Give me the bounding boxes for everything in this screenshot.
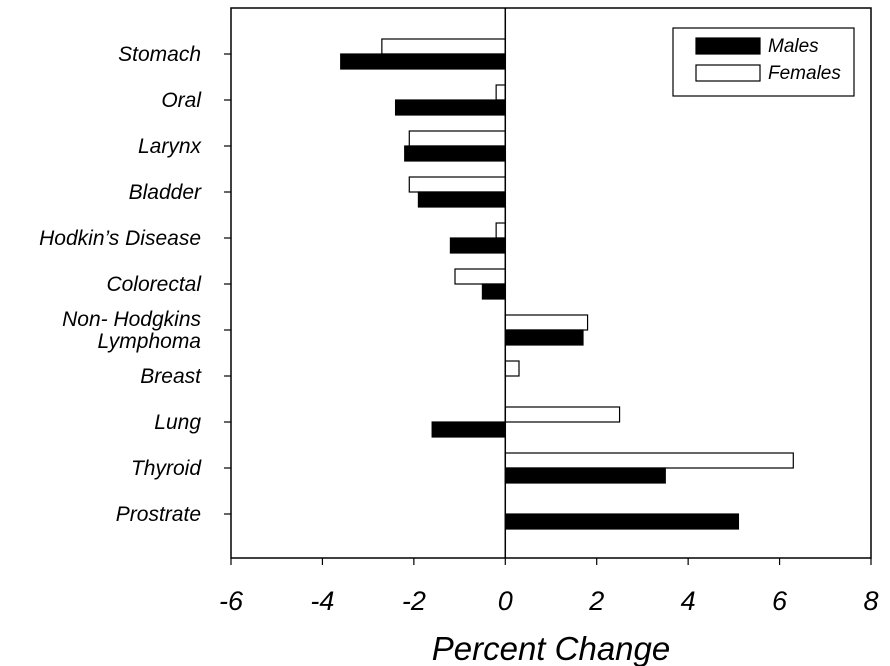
bar-males-4 (449, 237, 506, 254)
legend-items: Males Females (695, 36, 841, 84)
x-axis-title: Percent Change (432, 630, 671, 666)
x-tick-label-4: 2 (588, 586, 604, 616)
category-label-0: Stomach (118, 43, 201, 66)
bar-females-4 (495, 222, 506, 239)
bar-males-8 (431, 421, 506, 438)
bar-males-5 (481, 283, 506, 300)
bar-males-3 (417, 191, 506, 208)
x-tick-label-0: -6 (219, 586, 244, 616)
bar-females-6 (504, 314, 589, 331)
plot-frame (230, 7, 872, 559)
category-label-10: Prostrate (116, 503, 201, 526)
bar-males-9 (504, 467, 666, 484)
legend-swatch-males (695, 37, 761, 55)
legend-label-males: Males (768, 36, 819, 57)
category-label-6-line-1: Lymphoma (97, 330, 201, 353)
bar-males-6 (504, 329, 584, 346)
bar-females-1 (495, 84, 506, 101)
x-tick-labels: -6 -4 -2 0 2 4 6 8 (219, 586, 879, 616)
x-tick-label-5: 4 (681, 586, 696, 616)
category-label-8: Lung (154, 411, 201, 434)
bar-females-2 (408, 130, 506, 147)
legend-swatch-females (695, 64, 761, 82)
bar-males-2 (404, 145, 506, 162)
category-label-5: Colorectal (106, 273, 202, 296)
legend-label-females: Females (768, 63, 841, 84)
bar-females-3 (408, 176, 506, 193)
bar-males-0 (340, 53, 506, 70)
category-label-4: Hodkin’s Disease (39, 227, 201, 250)
category-label-9: Thyroid (131, 457, 202, 480)
category-label-1: Oral (161, 89, 202, 112)
x-tick-label-2: -2 (402, 586, 426, 616)
bar-females-7 (504, 360, 520, 377)
bar-females-8 (504, 406, 621, 423)
category-label-3: Bladder (129, 181, 202, 204)
x-tick-label-3: 0 (498, 586, 513, 616)
x-tick-label-1: -4 (310, 586, 334, 616)
bar-females-0 (381, 38, 506, 55)
category-label-2: Larynx (138, 135, 203, 158)
category-label-6-line-0: Non- Hodgkins (62, 308, 201, 331)
ticks-layer (224, 53, 872, 565)
bar-males-1 (394, 99, 506, 116)
bar-females-9 (504, 452, 794, 469)
x-tick-label-6: 6 (772, 586, 788, 616)
bar-males-10 (504, 513, 740, 530)
bars-layer (340, 38, 794, 530)
category-label-7: Breast (140, 365, 202, 388)
bar-females-5 (454, 268, 506, 285)
x-tick-label-7: 8 (863, 586, 878, 616)
category-labels: Stomach Oral Larynx Bladder Hodkin’s Disease… (39, 43, 202, 526)
legend: Males Females (672, 27, 855, 97)
